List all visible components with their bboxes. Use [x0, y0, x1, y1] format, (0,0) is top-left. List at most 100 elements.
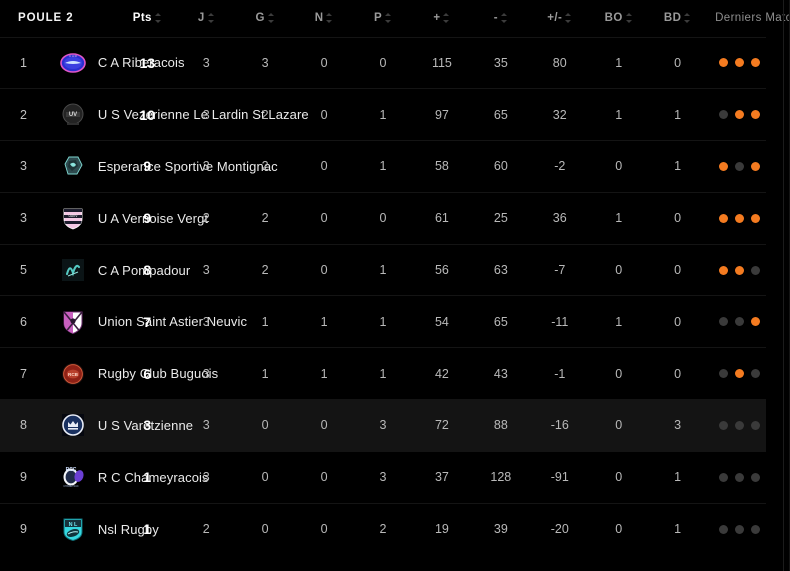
- team-name: Rugby Club Buguois: [97, 366, 219, 382]
- cell-j: 3: [202, 159, 210, 174]
- row-team[interactable]: RCB Rugby Club Buguois: [59, 348, 218, 400]
- sort-chevrons-icon[interactable]: [385, 13, 392, 24]
- cell-last-matches: [707, 348, 766, 400]
- cell-pa: 35: [493, 55, 508, 70]
- team-name: U A Vernoise Vergt: [97, 210, 209, 226]
- column-header-bo[interactable]: BO: [589, 0, 648, 37]
- row-team[interactable]: U S Varetzienne: [59, 400, 193, 452]
- column-label-pts: Pts: [132, 12, 152, 25]
- cell-last-matches: [707, 296, 766, 348]
- match-result-loss-dot: [719, 317, 729, 327]
- cell-pa: 60: [493, 159, 508, 174]
- cell-pa: 65: [493, 107, 508, 122]
- table-row[interactable]: 1 C A R C A Riberacois 13 3 3 0 0 115 35 80 1 0: [0, 37, 766, 89]
- column-header-pts[interactable]: Pts: [118, 0, 177, 37]
- column-header-diff[interactable]: +/-: [530, 0, 589, 37]
- cell-bd: 1: [674, 107, 682, 122]
- cell-n: 0: [320, 211, 328, 226]
- match-result-win-dot: [735, 213, 745, 223]
- cell-p: 1: [379, 107, 387, 122]
- table-row[interactable]: 9 RCC CHAMEYRAC R C Chameyracois 1 3 0 0 3 37 128-…: [0, 451, 766, 503]
- row-team[interactable]: Union Saint Astier Neuvic: [59, 296, 247, 348]
- cell-p: 1: [379, 263, 387, 278]
- column-header-points-against[interactable]: -: [471, 0, 530, 37]
- row-team[interactable]: N L Nsl Rugby: [59, 503, 159, 555]
- team-crest-icon: [59, 308, 87, 336]
- cell-n: 0: [320, 522, 328, 537]
- sort-chevrons-icon[interactable]: [207, 13, 215, 24]
- column-label-points-for: +: [433, 12, 441, 25]
- sort-chevrons-icon[interactable]: [684, 13, 691, 24]
- cell-n: 1: [320, 366, 328, 381]
- table-row[interactable]: 3 Esperance Sportive Montignac 9 3 2 0 1 58 60 -2…: [0, 140, 766, 193]
- table-row[interactable]: 7 RCB Rugby Club Buguois 6 3 1 1 1 42 43 -1 0 0: [0, 347, 766, 400]
- match-result-win-dot: [719, 265, 729, 275]
- table-row[interactable]: 5 C A Pompadour 8 3 2 0 1 56 63 -7 0 0: [0, 244, 766, 296]
- cell-g: 2: [261, 211, 269, 226]
- sort-chevrons-icon[interactable]: [625, 13, 633, 24]
- team-crest-icon: [59, 152, 87, 180]
- cell-pf: 115: [431, 55, 452, 70]
- cell-n: 1: [320, 314, 328, 329]
- column-header-j[interactable]: J: [177, 0, 236, 37]
- cell-j: 3: [202, 55, 210, 70]
- column-header-points-for[interactable]: +: [412, 0, 471, 37]
- sort-chevrons-icon[interactable]: [500, 13, 508, 24]
- cell-last-matches: [707, 400, 766, 452]
- sort-chevrons-icon[interactable]: [565, 13, 572, 24]
- cell-last-matches: [707, 37, 766, 89]
- match-result-win-dot: [735, 58, 745, 68]
- column-header-p[interactable]: P: [354, 0, 413, 37]
- sort-chevrons-icon[interactable]: [326, 13, 333, 24]
- svg-text:CHAMEYRAC: CHAMEYRAC: [63, 485, 79, 488]
- svg-text:UAVV: UAVV: [68, 214, 78, 218]
- team-crest-icon: [59, 256, 87, 284]
- cell-bd: 0: [674, 211, 682, 226]
- cell-g: 3: [261, 55, 269, 70]
- column-header-g[interactable]: G: [236, 0, 295, 37]
- sort-chevrons-icon[interactable]: [443, 13, 450, 24]
- table-row[interactable]: 6 Union Saint Astier Neuvic 7 3 1 1 1 54 65 -11 1 0: [0, 295, 766, 348]
- cell-pts: 9: [143, 158, 152, 175]
- row-team[interactable]: RCC CHAMEYRAC R C Chameyracois: [59, 451, 208, 503]
- cell-bd: 1: [674, 522, 682, 537]
- cell-p: 3: [379, 418, 387, 433]
- cell-pts: 1: [143, 469, 152, 486]
- row-team[interactable]: UV U S Vezerienne Le Lardin St Lazare: [59, 89, 309, 141]
- row-team[interactable]: C A R C A Riberacois: [59, 37, 184, 89]
- row-team[interactable]: Esperance Sportive Montignac: [59, 141, 278, 193]
- cell-g: 0: [261, 522, 269, 537]
- cell-j: 3: [202, 470, 210, 485]
- team-name: Nsl Rugby: [97, 521, 159, 537]
- column-header-n[interactable]: N: [295, 0, 354, 37]
- match-result-win-dot: [751, 161, 761, 171]
- sort-chevrons-icon[interactable]: [154, 13, 162, 24]
- row-team[interactable]: C A Pompadour: [59, 244, 190, 296]
- column-header-bd[interactable]: BD: [648, 0, 707, 37]
- table-row[interactable]: 3 UAVV U A Vernoise Vergt 9 2 2 0 0 61 25 36 1 0: [0, 192, 766, 244]
- cell-j: 2: [202, 522, 210, 537]
- cell-pf: 54: [434, 314, 449, 329]
- row-team[interactable]: UAVV U A Vernoise Vergt: [59, 192, 208, 244]
- cell-bo: 1: [615, 55, 623, 70]
- team-crest-icon: [59, 411, 87, 439]
- cell-diff: 32: [552, 107, 567, 122]
- standings-table: POULE 2 Pts J G: [0, 0, 790, 555]
- match-result-win-dot: [719, 213, 729, 223]
- team-name: Esperance Sportive Montignac: [97, 158, 278, 174]
- column-label-bo: BO: [604, 12, 623, 25]
- cell-pa: 43: [493, 366, 508, 381]
- sort-chevrons-icon[interactable]: [267, 13, 275, 24]
- table-row[interactable]: 2 UV U S Vezerienne Le Lardin St Lazare 10 3…: [0, 88, 766, 141]
- cell-n: 0: [320, 470, 328, 485]
- cell-bo: 1: [615, 314, 623, 329]
- column-label-points-against: -: [493, 12, 498, 25]
- cell-bo: 0: [615, 159, 623, 174]
- cell-bo: 0: [615, 470, 623, 485]
- match-result-loss-dot: [719, 472, 729, 482]
- cell-g: 0: [261, 470, 269, 485]
- row-rank: 1: [20, 55, 27, 70]
